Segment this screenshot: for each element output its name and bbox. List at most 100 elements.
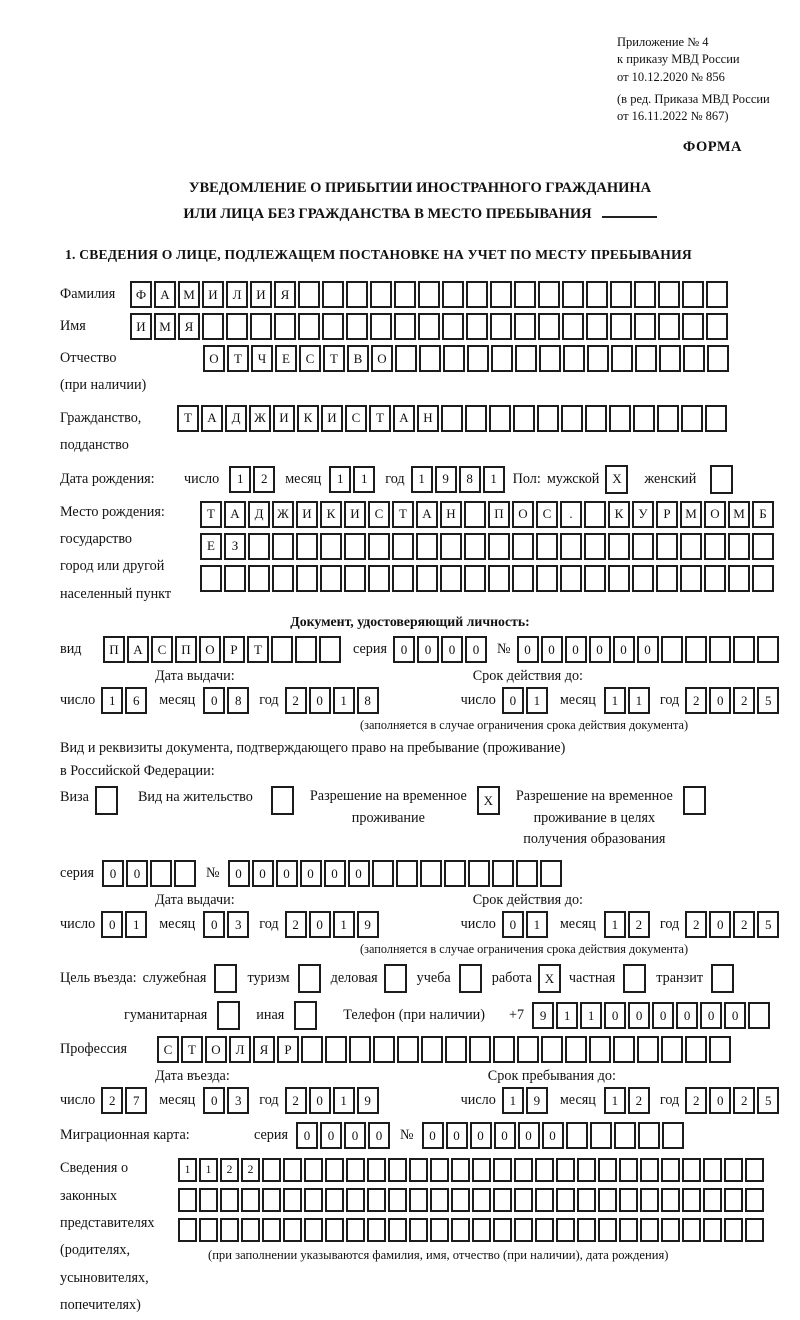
form-cell[interactable]: [250, 313, 272, 340]
form-cell[interactable]: Р: [656, 500, 678, 528]
form-cell[interactable]: 0: [251, 860, 274, 888]
form-cell[interactable]: [705, 404, 727, 432]
form-cell[interactable]: [241, 1188, 260, 1213]
form-cell[interactable]: [661, 1122, 684, 1150]
form-cell[interactable]: Д: [225, 404, 247, 432]
form-cell[interactable]: [304, 1188, 323, 1213]
form-cell[interactable]: Е: [275, 345, 297, 372]
form-cell[interactable]: X: [476, 786, 500, 816]
form-cell[interactable]: П: [103, 636, 125, 664]
form-cell[interactable]: [409, 1188, 428, 1213]
form-cell[interactable]: [430, 1218, 449, 1243]
form-cell[interactable]: [493, 1036, 515, 1064]
form-cell[interactable]: [274, 313, 296, 340]
form-cell[interactable]: 0: [440, 636, 463, 664]
form-cell[interactable]: О: [199, 636, 221, 664]
form-cell[interactable]: С: [299, 345, 321, 372]
form-cell[interactable]: 8: [356, 687, 379, 715]
form-cell[interactable]: [661, 1218, 680, 1243]
form-cell[interactable]: [467, 345, 489, 372]
form-cell[interactable]: [368, 532, 390, 560]
form-cell[interactable]: 0: [367, 1122, 390, 1150]
form-cell[interactable]: [226, 313, 248, 340]
form-cell[interactable]: 1: [525, 687, 548, 715]
form-cell[interactable]: 0: [275, 860, 298, 888]
form-cell[interactable]: [656, 532, 678, 560]
form-cell[interactable]: 0: [101, 860, 124, 888]
form-cell[interactable]: Л: [226, 281, 248, 308]
form-cell[interactable]: [561, 404, 583, 432]
form-cell[interactable]: С: [368, 500, 390, 528]
form-cell[interactable]: [535, 1218, 554, 1243]
form-cell[interactable]: [598, 1188, 617, 1213]
form-cell[interactable]: О: [704, 500, 726, 528]
form-cell[interactable]: 1: [199, 1158, 218, 1183]
form-cell[interactable]: [703, 1158, 722, 1183]
form-cell[interactable]: [683, 345, 705, 372]
form-cell[interactable]: [584, 500, 606, 528]
form-cell[interactable]: [682, 313, 704, 340]
form-cell[interactable]: [584, 532, 606, 560]
form-cell[interactable]: В: [347, 345, 369, 372]
form-cell[interactable]: [562, 313, 584, 340]
form-cell[interactable]: М: [680, 500, 702, 528]
form-cell[interactable]: 0: [501, 687, 524, 715]
form-cell[interactable]: [325, 1218, 344, 1243]
form-cell[interactable]: 0: [540, 636, 563, 664]
form-cell[interactable]: [465, 404, 487, 432]
form-cell[interactable]: [748, 1002, 771, 1030]
form-cell[interactable]: Т: [392, 500, 414, 528]
form-cell[interactable]: 2: [241, 1158, 260, 1183]
form-cell[interactable]: Б: [752, 500, 774, 528]
form-cell[interactable]: 9: [356, 1087, 379, 1115]
form-cell[interactable]: 0: [493, 1122, 516, 1150]
form-cell[interactable]: [488, 564, 510, 592]
form-cell[interactable]: [560, 564, 582, 592]
form-cell[interactable]: Я: [274, 281, 296, 308]
form-cell[interactable]: С: [157, 1036, 179, 1064]
form-cell[interactable]: И: [344, 500, 366, 528]
form-cell[interactable]: 0: [676, 1002, 699, 1030]
form-cell[interactable]: 2: [733, 687, 756, 715]
form-cell[interactable]: [370, 281, 392, 308]
form-cell[interactable]: С: [536, 500, 558, 528]
form-cell[interactable]: [488, 532, 510, 560]
form-cell[interactable]: [248, 532, 270, 560]
form-cell[interactable]: [585, 404, 607, 432]
form-cell[interactable]: Н: [440, 500, 462, 528]
form-cell[interactable]: [745, 1158, 764, 1183]
form-cell[interactable]: [565, 1122, 588, 1150]
form-cell[interactable]: [421, 1036, 443, 1064]
form-cell[interactable]: 5: [757, 911, 780, 939]
form-cell[interactable]: [563, 345, 585, 372]
form-cell[interactable]: [584, 564, 606, 592]
form-cell[interactable]: 0: [445, 1122, 468, 1150]
form-cell[interactable]: [637, 1036, 659, 1064]
form-cell[interactable]: [608, 532, 630, 560]
form-cell[interactable]: [464, 500, 486, 528]
form-cell[interactable]: [728, 564, 750, 592]
form-cell[interactable]: [708, 636, 731, 664]
form-cell[interactable]: 1: [101, 687, 124, 715]
form-cell[interactable]: [248, 564, 270, 592]
form-cell[interactable]: Ф: [130, 281, 152, 308]
form-cell[interactable]: [587, 345, 609, 372]
form-cell[interactable]: [370, 313, 392, 340]
form-cell[interactable]: 2: [220, 1158, 239, 1183]
form-cell[interactable]: [395, 345, 417, 372]
form-cell[interactable]: 0: [203, 1087, 226, 1115]
form-cell[interactable]: 0: [299, 860, 322, 888]
form-cell[interactable]: [491, 860, 514, 888]
form-cell[interactable]: С: [151, 636, 173, 664]
form-cell[interactable]: [214, 964, 238, 994]
form-cell[interactable]: 0: [516, 636, 539, 664]
form-cell[interactable]: [682, 1158, 701, 1183]
form-cell[interactable]: [514, 1218, 533, 1243]
form-cell[interactable]: [217, 1001, 241, 1031]
form-cell[interactable]: [539, 345, 561, 372]
form-cell[interactable]: 2: [733, 1087, 756, 1115]
form-cell[interactable]: [514, 313, 536, 340]
form-cell[interactable]: [442, 281, 464, 308]
form-cell[interactable]: [325, 1188, 344, 1213]
form-cell[interactable]: 0: [308, 1087, 331, 1115]
